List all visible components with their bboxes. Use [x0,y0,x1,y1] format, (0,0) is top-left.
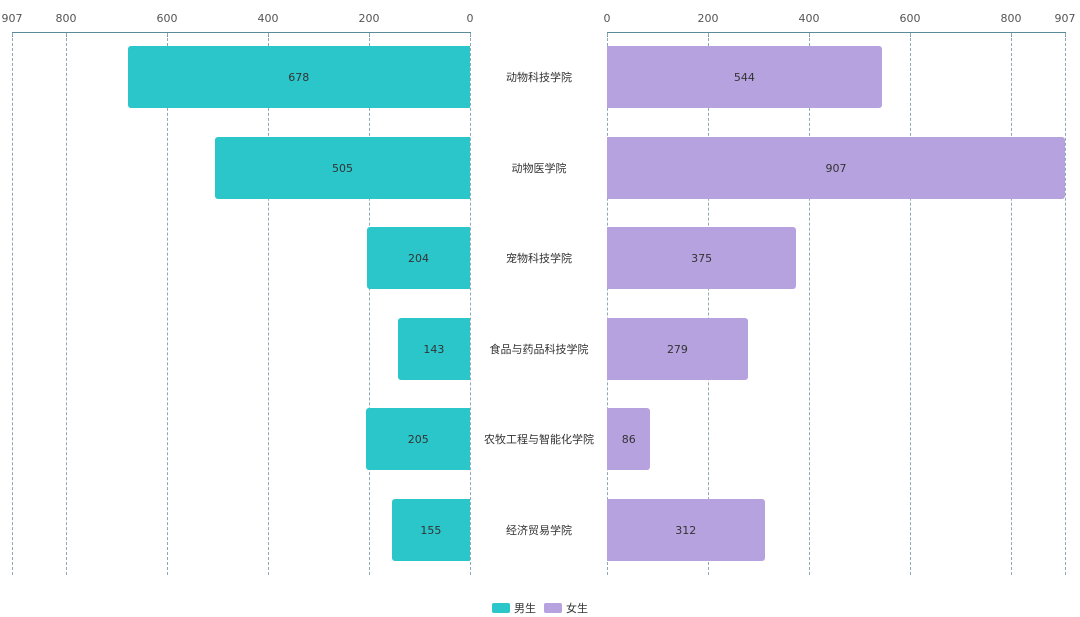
right-tick-label: 0 [603,12,611,25]
left-gridline [268,33,269,575]
left-tick-label: 800 [55,12,77,25]
right-tick-label: 200 [697,12,719,25]
right-gridline [910,33,911,575]
bar-male[interactable]: 143 [397,318,470,380]
left-gridline [12,33,13,575]
right-gridline [708,33,709,575]
right-tick-label: 400 [798,12,820,25]
left-gridline [167,33,168,575]
category-label: 宠物科技学院 [506,252,572,265]
bar-male[interactable]: 205 [366,408,470,470]
legend-label-female: 女生 [566,602,588,615]
right-gridline [809,33,810,575]
category-label: 动物科技学院 [506,71,572,84]
left-gridline [66,33,67,575]
bar-female[interactable]: 279 [607,318,748,380]
legend: 男生 女生 [0,600,1080,616]
bar-male[interactable]: 204 [366,227,470,289]
left-tick-label: 907 [1,12,23,25]
bar-female[interactable]: 86 [607,408,651,470]
legend-label-male: 男生 [514,602,536,615]
right-gridline [607,33,608,575]
left-axis-line [12,32,471,33]
bar-female[interactable]: 544 [607,46,882,108]
right-tick-label: 800 [1000,12,1022,25]
left-tick-label: 600 [156,12,178,25]
bar-female[interactable]: 375 [607,227,797,289]
left-tick-label: 0 [466,12,474,25]
bar-female[interactable]: 907 [607,137,1065,199]
right-gridline [1065,33,1066,575]
left-tick-label: 400 [257,12,279,25]
right-tick-label: 907 [1054,12,1076,25]
right-gridline [1011,33,1012,575]
bar-female[interactable]: 312 [607,499,765,561]
category-label: 经济贸易学院 [506,524,572,537]
legend-item-male[interactable]: 男生 [492,600,536,616]
left-gridline [369,33,370,575]
left-tick-label: 200 [358,12,380,25]
legend-swatch-female [544,603,562,613]
bar-male[interactable]: 505 [214,137,470,199]
category-label: 农牧工程与智能化学院 [484,433,594,446]
right-axis-line [607,32,1066,33]
category-label: 动物医学院 [511,162,567,175]
bar-male[interactable]: 155 [391,499,470,561]
category-label: 食品与药品科技学院 [489,343,589,356]
right-tick-label: 600 [899,12,921,25]
left-gridline [470,33,471,575]
legend-item-female[interactable]: 女生 [544,600,588,616]
bar-male[interactable]: 678 [127,46,470,108]
legend-swatch-male [492,603,510,613]
